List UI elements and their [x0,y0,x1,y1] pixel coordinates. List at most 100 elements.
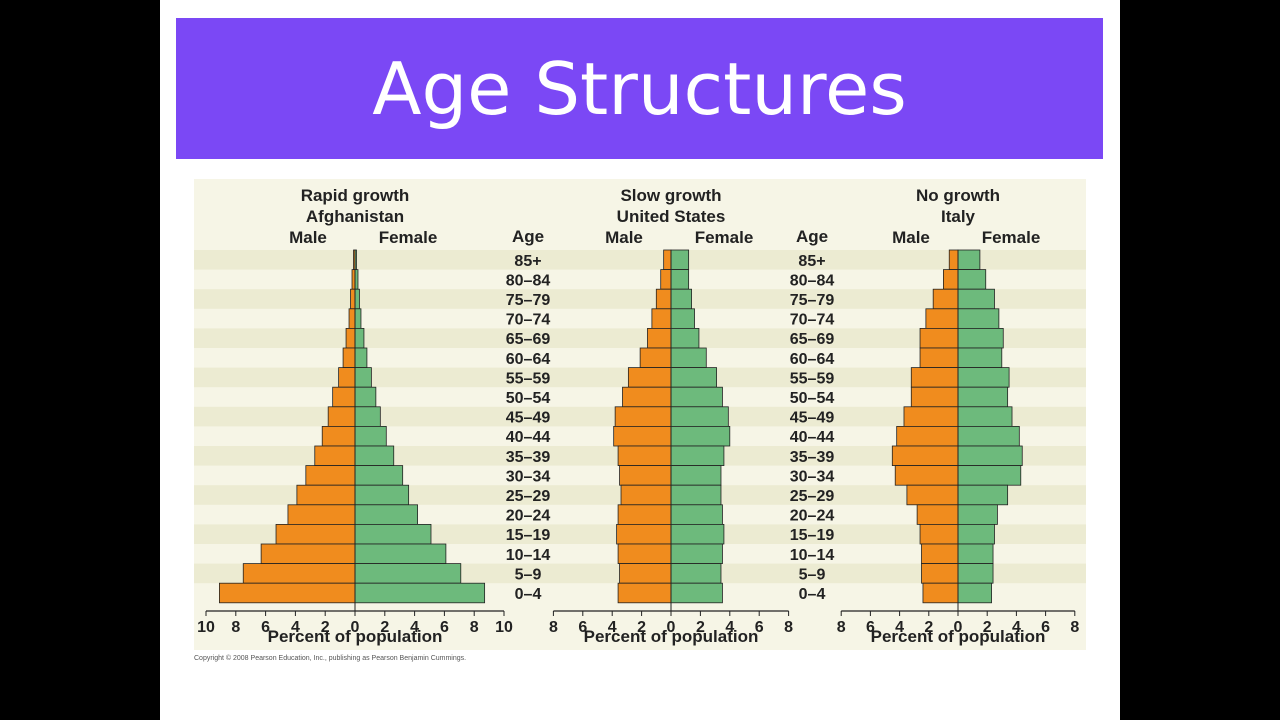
female-bar [957,308,1000,329]
female-bar [957,484,1009,506]
age-label: 70–74 [506,312,551,329]
row-stripe [194,328,1086,348]
x-axis-label: Percent of population [584,627,759,646]
female-bar [354,308,362,329]
male-bar [617,445,672,467]
female-bar [957,523,995,545]
age-label: 60–64 [506,351,551,368]
female-bar [957,504,998,525]
female-bar [670,367,717,388]
male-header: Male [605,228,643,247]
male-bar [894,465,959,486]
male-bar [921,563,959,584]
female-bar [670,347,707,369]
row-stripe [194,250,1086,270]
x-tick-label: 6 [440,619,449,636]
male-bar [903,406,959,427]
male-bar [314,445,356,467]
age-label: 70–74 [790,312,835,329]
age-label: 85+ [798,253,825,270]
x-tick-label: 6 [866,619,875,636]
male-bar [619,465,672,486]
x-tick-label: 6 [1041,619,1050,636]
female-bar [957,367,1010,388]
age-label: 60–64 [790,351,835,368]
female-bar [354,288,360,310]
age-label: 40–44 [506,429,551,446]
x-tick-label: 4 [725,619,734,636]
male-bar [287,504,356,525]
female-header: Female [982,228,1041,247]
male-bar [919,327,959,349]
male-bar [219,582,356,604]
male-bar [242,563,356,584]
x-tick-label: 4 [608,619,617,636]
x-tick-label: 2 [696,619,705,636]
x-tick-label: 6 [261,619,270,636]
male-bar [660,269,672,290]
female-bar [354,327,365,349]
male-bar [614,406,672,427]
female-bar [670,288,692,310]
panel-subtitle: United States [617,207,726,226]
x-tick-label: 6 [578,619,587,636]
x-axis-label: Percent of population [268,627,443,646]
age-label: 30–34 [506,468,551,485]
male-bar [617,504,672,525]
male-bar [647,327,672,349]
age-label: 20–24 [790,508,835,525]
male-bar [275,523,356,545]
age-label: 85+ [514,253,541,270]
female-bar [670,406,729,427]
male-bar [348,308,356,329]
age-label: 15–19 [506,527,551,544]
male-bar [627,367,672,388]
male-bar [616,523,672,545]
female-bar [957,465,1022,486]
male-bar [663,249,672,271]
female-bar [957,563,994,584]
male-bar [332,386,356,408]
row-stripe [194,289,1086,309]
female-bar [354,543,447,565]
female-bar [354,563,462,584]
male-bar [906,484,959,506]
male-bar [655,288,672,310]
x-tick-label: 0 [667,619,676,636]
male-bar [296,484,356,506]
age-label: 15–19 [790,527,835,544]
female-bar [670,269,690,290]
male-bar [617,543,672,565]
female-bar [957,386,1009,408]
female-bar [354,445,395,467]
female-bar [670,484,722,506]
male-bar [321,425,356,447]
x-tick-label: 4 [410,619,419,636]
female-bar [354,386,377,408]
x-tick-label: 4 [1012,619,1021,636]
age-header: Age [512,227,544,246]
male-bar [932,288,959,310]
x-tick-label: 0 [351,619,360,636]
male-bar [891,445,959,467]
x-tick-label: 2 [380,619,389,636]
x-tick-label: 10 [197,619,215,636]
panel-subtitle: Italy [941,207,976,226]
female-bar [354,484,410,506]
female-bar [354,465,404,486]
male-header: Male [892,228,930,247]
male-bar [350,288,356,310]
age-label: 65–69 [506,331,551,348]
female-bar [354,504,418,525]
x-tick-label: 8 [837,619,846,636]
title-bar: Age Structures [176,18,1103,159]
male-bar [896,425,959,447]
x-tick-label: 2 [924,619,933,636]
female-bar [957,327,1004,349]
male-bar [345,327,356,349]
female-bar [354,367,372,388]
age-label: 50–54 [506,390,551,407]
male-bar [921,543,959,565]
x-tick-label: 0 [954,619,963,636]
